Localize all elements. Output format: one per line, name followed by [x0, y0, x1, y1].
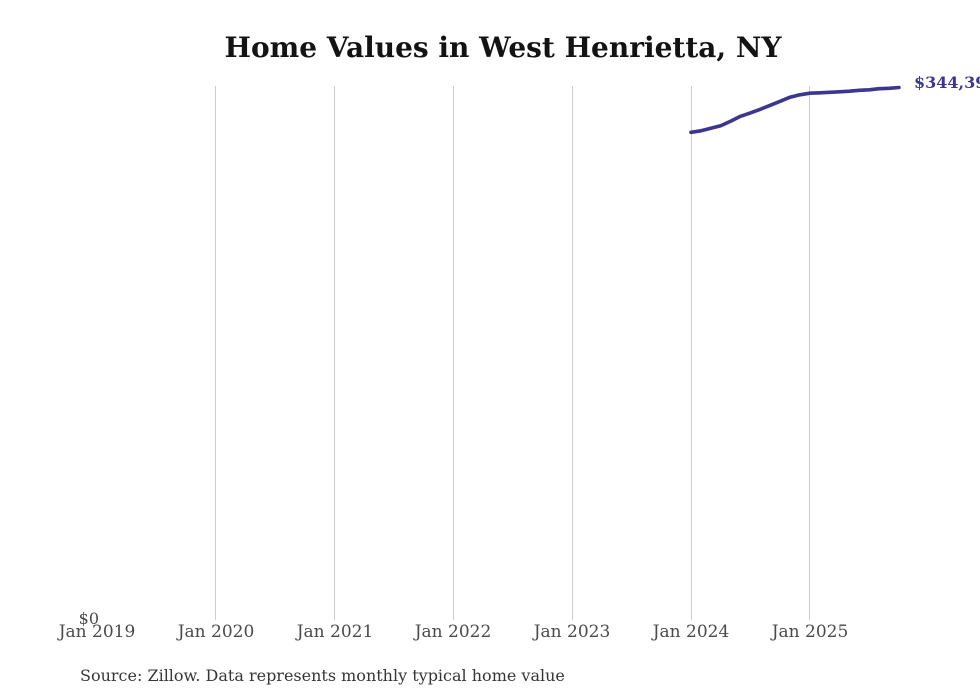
- gridline: [334, 86, 335, 620]
- x-axis-tick-label: Jan 2022: [414, 622, 492, 642]
- gridline: [572, 86, 573, 620]
- x-axis-tick-label: Jan 2019: [58, 622, 136, 642]
- end-value-label: $344,399: [914, 73, 980, 92]
- x-axis-tick-label: Jan 2023: [533, 622, 611, 642]
- gridline: [809, 86, 810, 620]
- x-axis-tick-label: Jan 2024: [652, 622, 730, 642]
- gridline: [691, 86, 692, 620]
- price-line: [689, 85, 901, 135]
- gridline: [453, 86, 454, 620]
- source-note: Source: Zillow. Data represents monthly …: [80, 666, 565, 685]
- x-axis-tick-label: Jan 2021: [296, 622, 374, 642]
- gridline: [215, 86, 216, 620]
- y-axis-zero-label: $0: [78, 609, 99, 628]
- page-title: Home Values in West Henrietta, NY: [224, 31, 782, 64]
- x-axis-tick-label: Jan 2020: [177, 622, 255, 642]
- x-axis-tick-label: Jan 2025: [771, 622, 849, 642]
